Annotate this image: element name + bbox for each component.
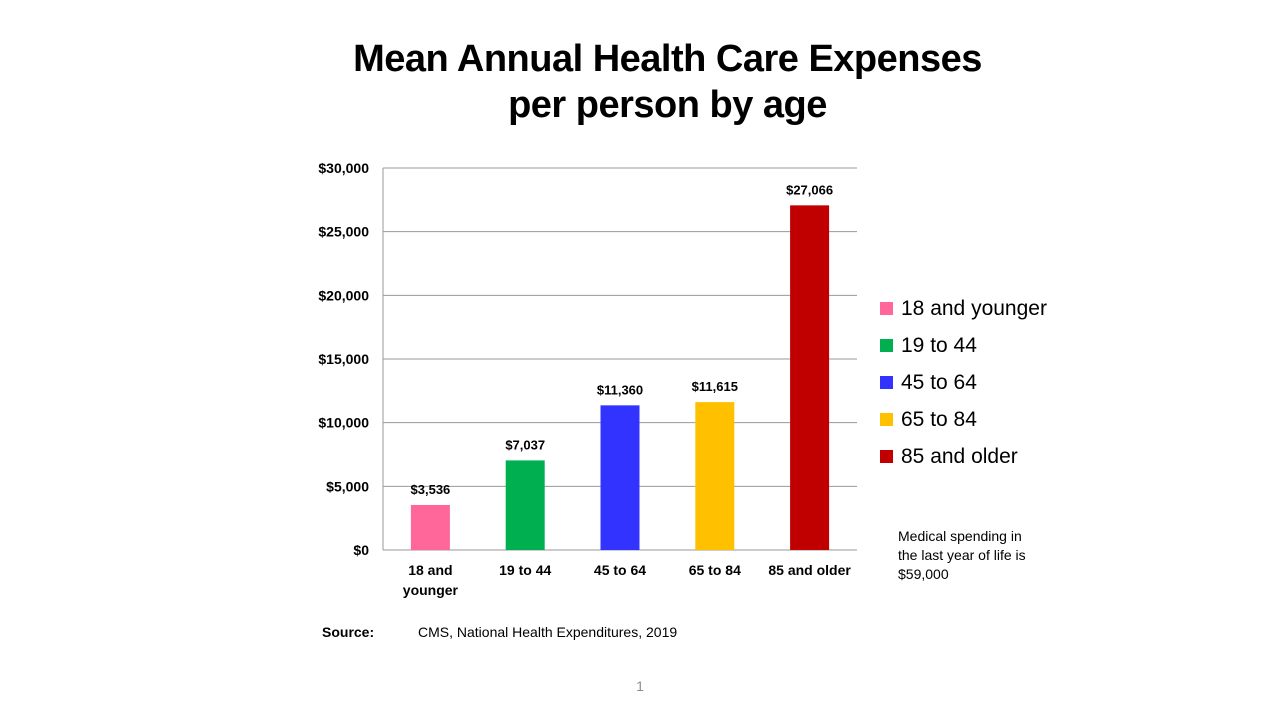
legend-swatch — [880, 302, 893, 315]
last-year-of-life-note: Medical spending in the last year of lif… — [898, 528, 1026, 582]
y-tick-label: $15,000 — [318, 351, 369, 367]
labels: $3,536 18 and younger $7,037 19 to 44 $11,360… — [403, 182, 852, 598]
x-category-label: 19 to 44 — [499, 562, 551, 578]
y-tick-label: $5,000 — [326, 478, 369, 494]
x-category-label: 85 and older — [768, 562, 851, 578]
bars — [410, 205, 830, 550]
bar — [505, 460, 545, 550]
legend-swatch — [880, 339, 893, 352]
data-label: $7,037 — [505, 437, 545, 452]
legend-label: 45 to 64 — [901, 370, 977, 394]
slide-title: Mean Annual Health Care Expenses per per… — [300, 36, 1035, 128]
y-tick-label: $10,000 — [318, 415, 369, 431]
data-label: $11,615 — [692, 379, 738, 394]
bar — [790, 205, 830, 550]
legend-swatch — [880, 413, 893, 426]
y-tick-label: $30,000 — [318, 160, 369, 176]
legend-label: 18 and younger — [901, 296, 1047, 320]
title-line-1: Mean Annual Health Care Expenses — [353, 38, 982, 80]
slide-number: 1 — [636, 678, 644, 694]
axes: $0 $5,000 $10,000 $15,000 $20,000 $25,000 $30,… — [318, 160, 857, 558]
legend-label: 85 and older — [901, 444, 1018, 468]
y-tick-label: $0 — [353, 542, 369, 558]
title-line-2: per person by age — [508, 84, 827, 126]
legend-swatch — [880, 376, 893, 389]
legend-item: 65 to 84 — [880, 401, 1047, 438]
bar — [695, 402, 735, 550]
legend-label: 19 to 44 — [901, 333, 977, 357]
data-label: $27,066 — [786, 182, 833, 197]
y-tick-label: $20,000 — [318, 287, 369, 303]
legend-item: 85 and older — [880, 438, 1047, 475]
bar — [410, 504, 450, 550]
y-tick-label: $25,000 — [318, 224, 369, 240]
source-text: CMS, National Health Expenditures, 2019 — [418, 624, 678, 640]
x-category-label: 45 to 64 — [594, 562, 646, 578]
legend: 18 and younger 19 to 44 45 to 64 65 to 84 85… — [880, 290, 1047, 475]
x-category-label: 65 to 84 — [689, 562, 741, 578]
data-label: $3,536 — [411, 482, 451, 497]
source-label: Source: — [322, 624, 375, 640]
legend-swatch — [880, 450, 893, 463]
legend-item: 18 and younger — [880, 290, 1047, 327]
legend-item: 45 to 64 — [880, 364, 1047, 401]
legend-label: 65 to 84 — [901, 407, 977, 431]
x-category-label: 18 and younger — [403, 562, 459, 598]
legend-item: 19 to 44 — [880, 327, 1047, 364]
data-label: $11,360 — [597, 382, 643, 397]
bar — [600, 405, 640, 550]
